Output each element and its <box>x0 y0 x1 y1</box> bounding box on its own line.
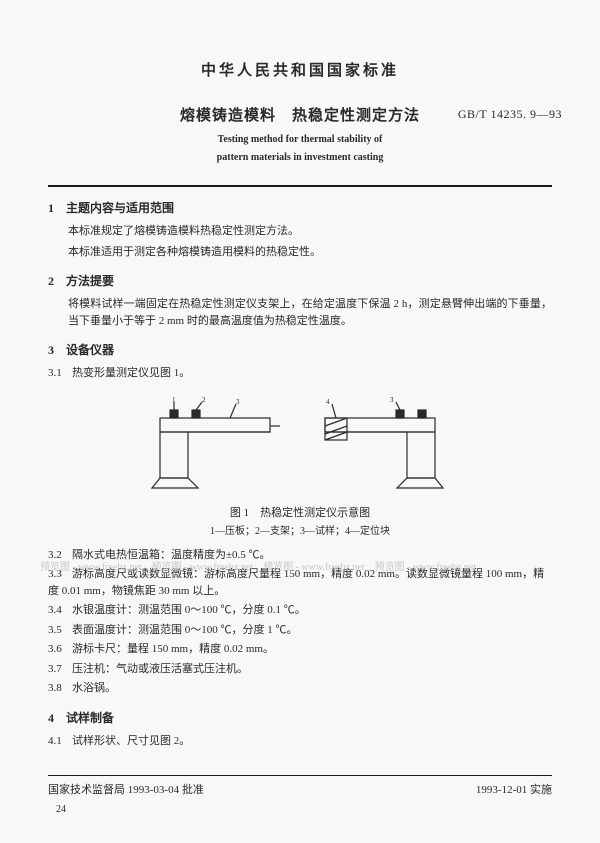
doc-title-en-line2: pattern materials in investment casting <box>48 151 552 165</box>
footer-effective: 1993-12-01 实施 <box>476 782 552 799</box>
section-4-heading: 4 试样制备 <box>48 709 552 727</box>
item-4-1: 4.1试样形状、尺寸见图 2。 <box>48 733 552 750</box>
section-1-para-2: 本标准适用于测定各种熔模铸造用模料的热稳定性。 <box>68 244 552 261</box>
section-1-heading: 1 主题内容与适用范围 <box>48 199 552 217</box>
svg-text:3: 3 <box>236 398 240 406</box>
item-3-1: 3.1热变形量测定仪见图 1。 <box>48 365 552 382</box>
item-3-6: 3.6游标卡尺：量程 150 mm，精度 0.02 mm。 <box>48 641 552 658</box>
page-footer: 国家技术监督局 1993-03-04 批准 1993-12-01 实施 24 <box>48 769 552 818</box>
item-3-4: 3.4水银温度计：测温范围 0～100 ℃，分度 0.1 ℃。 <box>48 602 552 619</box>
page-number: 24 <box>48 802 552 817</box>
section-2-heading: 2 方法提要 <box>48 272 552 290</box>
figure-1-legend: 1—压板；2—支架；3—试样；4—定位块 <box>48 524 552 539</box>
country-title: 中华人民共和国国家标准 <box>48 60 552 83</box>
svg-text:4: 4 <box>326 398 330 406</box>
footer-approval: 国家技术监督局 1993-03-04 批准 <box>48 782 204 799</box>
figure-1-svg: 1 2 3 3 4 <box>140 396 460 496</box>
svg-text:3: 3 <box>390 396 394 404</box>
svg-text:2: 2 <box>202 396 206 404</box>
section-3-heading: 3 设备仪器 <box>48 341 552 359</box>
svg-text:1: 1 <box>172 396 176 404</box>
section-1-para-1: 本标准规定了熔模铸造模料热稳定性测定方法。 <box>68 223 552 240</box>
watermark: 预览图 - www.freebz.net 预览图 - www.freebz.ne… <box>0 560 600 575</box>
figure-1-caption: 图 1 热稳定性测定仪示意图 <box>48 505 552 522</box>
doc-title-en-line1: Testing method for thermal stability of <box>48 133 552 147</box>
section-2-para-1: 将模料试样一端固定在热稳定性测定仪支架上，在给定温度下保温 2 h，测定悬臂伸出… <box>68 296 552 329</box>
item-3-7: 3.7压注机：气动或液压活塞式压注机。 <box>48 661 552 678</box>
divider-bottom <box>48 775 552 776</box>
standard-code: GB/T 14235. 9—93 <box>458 105 562 123</box>
item-3-5: 3.5表面温度计：测温范围 0～100 ℃，分度 1 ℃。 <box>48 622 552 639</box>
figure-1: 1 2 3 3 4 图 1 热稳定性测定仪示意图 1—压板；2—支架；3—试样；… <box>48 396 552 539</box>
doc-title-cn: 熔模铸造模料 热稳定性测定方法 <box>180 105 420 128</box>
divider-top <box>48 185 552 187</box>
item-3-8: 3.8水浴锅。 <box>48 680 552 697</box>
